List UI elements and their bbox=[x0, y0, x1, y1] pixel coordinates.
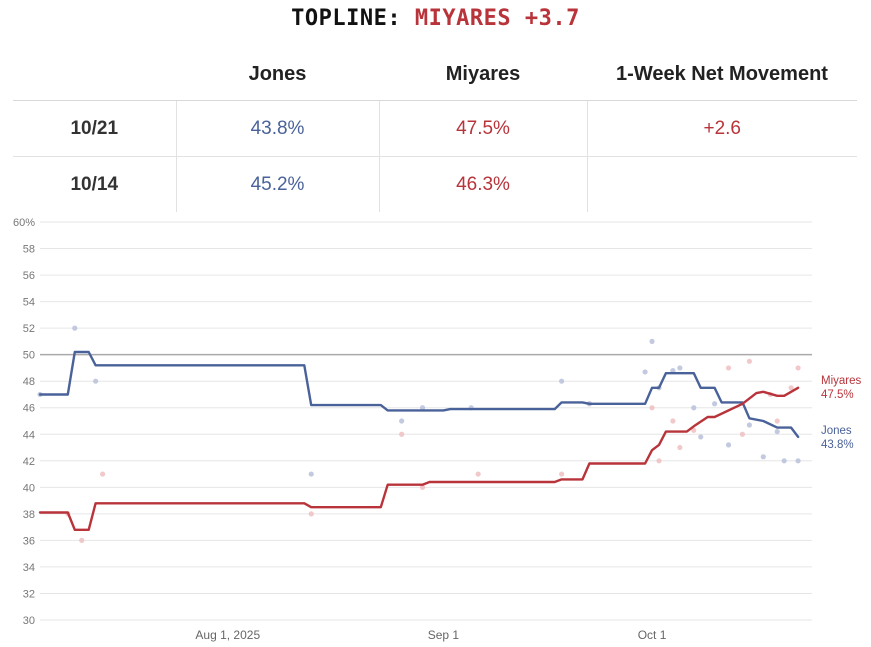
y-tick-label: 44 bbox=[23, 429, 35, 441]
jones-poll-dot bbox=[712, 401, 718, 407]
y-tick-label: 32 bbox=[23, 588, 35, 600]
jones-poll-dot bbox=[419, 405, 426, 411]
table-header-row: Jones Miyares 1-Week Net Movement bbox=[13, 48, 857, 101]
jones-poll-dot bbox=[795, 458, 801, 464]
jones-end-label: Jones bbox=[821, 425, 852, 437]
net-movement-value bbox=[586, 156, 857, 212]
jones-poll-dot bbox=[559, 378, 565, 384]
miyares-poll-dot bbox=[399, 431, 405, 437]
y-tick-label: 54 bbox=[23, 297, 35, 309]
topline-table: Jones Miyares 1-Week Net Movement 10/21 … bbox=[13, 48, 857, 212]
polling-average-chart: 60% 58 56 54 52 50 48 46 44 42 40 38 36 34 32 30 Aug 1, … bbox=[13, 217, 862, 642]
jones-value: 43.8% bbox=[175, 100, 379, 157]
jones-value: 45.2% bbox=[175, 156, 379, 212]
miyares-poll-dot bbox=[670, 418, 676, 424]
jones-poll-dot bbox=[72, 325, 78, 331]
jones-poll-dot bbox=[677, 365, 683, 371]
miyares-poll-dot bbox=[788, 385, 794, 391]
miyares-poll-dot bbox=[308, 511, 314, 517]
jones-poll-dot bbox=[670, 367, 676, 374]
jones-poll-dot bbox=[93, 378, 99, 384]
y-tick-label: 52 bbox=[23, 323, 35, 335]
y-tick-label: 48 bbox=[23, 376, 35, 388]
y-tick-label: 36 bbox=[23, 535, 35, 547]
x-tick-label: Aug 1, 2025 bbox=[195, 628, 260, 642]
x-tick-label: Oct 1 bbox=[638, 628, 667, 642]
miyares-poll-dot bbox=[99, 471, 106, 477]
jones-poll-dot bbox=[781, 458, 787, 464]
x-tick-label: Sep 1 bbox=[428, 628, 460, 642]
jones-poll-dot bbox=[649, 338, 655, 344]
header-miyares: Miyares bbox=[379, 48, 587, 101]
miyares-poll-dot bbox=[677, 444, 683, 451]
jones-poll-dot bbox=[774, 429, 780, 435]
miyares-poll-dot bbox=[475, 471, 481, 477]
jones-poll-dot bbox=[642, 369, 648, 375]
row-date: 10/21 bbox=[13, 100, 176, 157]
y-tick-label: 40 bbox=[23, 482, 35, 494]
miyares-poll-dot bbox=[725, 365, 732, 371]
topline-title: TOPLINE: MIYARES +3.7 bbox=[0, 6, 871, 31]
miyares-poll-dot bbox=[739, 431, 746, 437]
y-tick-label: 60% bbox=[13, 217, 35, 229]
header-empty bbox=[13, 48, 176, 101]
jones-poll-dot bbox=[746, 422, 753, 428]
miyares-end-value: 47.5% bbox=[821, 389, 854, 401]
table-row: 10/21 43.8% 47.5% +2.6 bbox=[13, 100, 857, 157]
jones-series-line bbox=[38, 350, 800, 439]
miyares-end-label: Miyares bbox=[821, 375, 862, 387]
net-movement-value: +2.6 bbox=[586, 100, 857, 157]
row-date: 10/14 bbox=[70, 173, 119, 195]
jones-poll-dot bbox=[760, 454, 766, 460]
y-tick-label: 56 bbox=[23, 270, 35, 282]
jones-end-value: 43.8% bbox=[821, 439, 854, 451]
y-tick-label: 50 bbox=[23, 350, 35, 362]
jones-poll-dot bbox=[698, 434, 704, 440]
miyares-poll-dot bbox=[774, 418, 780, 424]
miyares-poll-dot bbox=[656, 458, 662, 464]
miyares-value: 46.3% bbox=[378, 156, 587, 212]
miyares-poll-dot bbox=[746, 358, 753, 364]
miyares-poll-dot bbox=[559, 471, 565, 477]
miyares-poll-dot bbox=[649, 405, 655, 411]
jones-poll-dot bbox=[399, 418, 405, 424]
miyares-poll-dot bbox=[691, 427, 697, 433]
table-row: 10/14 45.2% 46.3% bbox=[13, 156, 857, 212]
y-tick-label: 38 bbox=[23, 509, 35, 521]
miyares-poll-dot bbox=[419, 484, 426, 490]
header-jones: Jones bbox=[176, 48, 379, 101]
miyares-poll-dot bbox=[795, 365, 801, 371]
y-tick-label: 34 bbox=[23, 562, 35, 574]
y-tick-label: 42 bbox=[23, 456, 35, 468]
header-net-movement: 1-Week Net Movement bbox=[587, 48, 857, 101]
y-tick-label: 30 bbox=[23, 615, 35, 627]
jones-poll-dot bbox=[725, 442, 732, 448]
y-tick-label: 46 bbox=[23, 403, 35, 415]
miyares-value: 47.5% bbox=[378, 100, 587, 157]
jones-poll-dot bbox=[691, 405, 697, 411]
miyares-poll-dot bbox=[79, 537, 85, 543]
y-tick-label: 58 bbox=[23, 244, 35, 256]
topline-lead: MIYARES +3.7 bbox=[414, 6, 580, 31]
topline-prefix: TOPLINE: bbox=[291, 6, 402, 31]
miyares-series-line bbox=[38, 386, 800, 531]
jones-poll-dot bbox=[308, 471, 314, 477]
